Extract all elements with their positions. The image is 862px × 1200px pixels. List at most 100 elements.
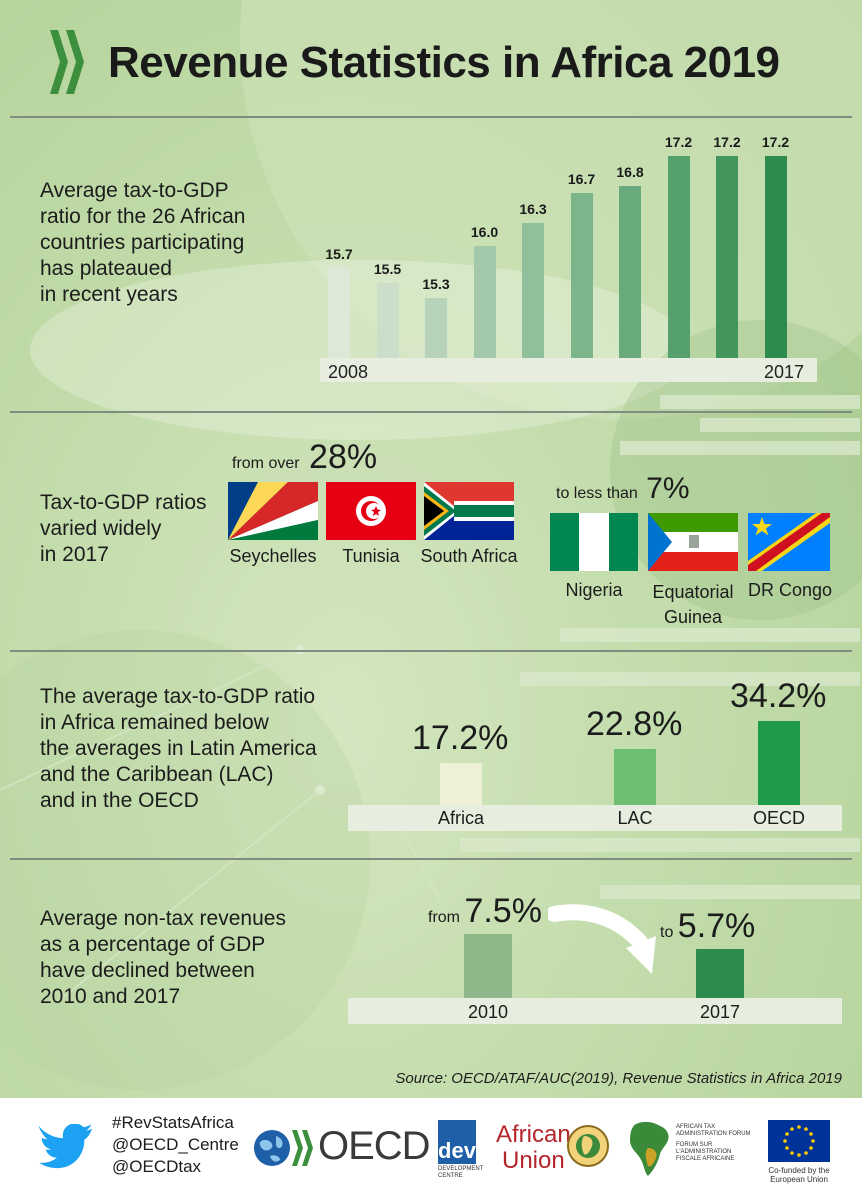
nontax-chart: from 7.5% 2010 to 5.7% 2017 [348,880,842,1022]
oecd-chevrons-logo [50,30,84,94]
high-range: from over 28% [232,438,377,477]
country-label: Nigeria [565,580,623,600]
bar-value-label: 17.2 [664,134,693,150]
comparison-bar-oecd [758,721,800,805]
social-handles: #RevStatsAfrica @OECD_Centre @OECDtax [112,1112,239,1178]
bar-value-label: 17.2 [713,134,741,150]
seychelles-flag [228,482,318,540]
bar-2016 [716,156,738,358]
text-line: ratio for the 26 African [40,205,246,228]
bar-value-label: 16.0 [470,224,499,240]
bar-2010 [425,298,447,358]
bar-2011 [473,246,496,358]
text-line: Average non-tax revenues [40,907,286,930]
low-prefix: to less than [556,485,638,502]
dr-congo-flag [748,513,830,571]
nontax-year: 2010 [467,1002,509,1022]
bar-2017 [764,156,787,358]
high-prefix: from over [232,455,300,472]
nontax-value-to: to 5.7% [660,907,756,945]
eu-caption: Co-funded by the European Union [768,1166,830,1184]
country-label: South Africa [420,546,518,566]
comparison-bar-lac [614,749,656,805]
country-label-line: Equatorial [652,582,734,602]
text-line: countries participating [40,231,245,254]
text-line: in recent years [40,283,178,306]
divider [10,116,852,118]
tax-gdp-bar-chart: 15.7 15.5 15.3 16.0 16.3 16.7 16.8 17.2 17.2 17.2 [320,134,810,358]
bar-value-label: 16.3 [519,201,547,217]
divider [10,411,852,413]
bar-2015 [667,156,690,358]
south-africa-flag [424,482,514,540]
text-line: Tax-to-GDP ratios [40,491,207,514]
hashtag-link[interactable]: #RevStatsAfrica [112,1113,234,1132]
ataf-text: AFRICAN TAX ADMINISTRATION FORUM FORUM S… [676,1124,751,1162]
nontax-year: 2017 [699,1002,741,1022]
start-year: 2008 [328,362,369,382]
country-label-line: Guinea [663,607,723,627]
dev-caption: DEVELOPMENT CENTRE [438,1166,484,1179]
dev-logo-text: dev [438,1138,476,1163]
text-line: in Africa remained below [40,711,269,734]
bar-value-label: 15.3 [422,276,450,292]
low-value: 7% [646,472,690,505]
text-line: has plateaued [40,257,172,280]
country-label: DR Congo [747,580,833,600]
text-line: and the Caribbean (LAC) [40,763,274,786]
eu-flag-icon [768,1120,830,1162]
bar-2008 [328,268,350,358]
text-line: as a percentage of GDP [40,933,266,956]
bar-2013 [570,193,593,358]
footer: #RevStatsAfrica @OECD_Centre @OECDtax OE… [0,1098,862,1200]
comparison-base [348,805,842,831]
text-line: have declined between [40,959,255,982]
nontax-value-from: from 7.5% [428,892,542,930]
nigeria-flag [550,513,638,571]
country-label: Equatorial Guinea [640,580,746,630]
oecd-logo-text: OECD [318,1124,431,1168]
ataf-africa-map-icon [630,1121,669,1176]
year-axis-base [320,358,817,382]
section1-text: Average tax-to-GDP ratio for the 26 Afri… [40,178,310,308]
twitter-icon[interactable] [38,1124,94,1170]
bar-value-label: 17.2 [761,134,790,150]
end-year: 2017 [764,362,805,382]
bar-2012 [522,223,544,358]
comparison-label: LAC [617,808,653,828]
decline-arrow-icon [548,904,656,974]
comparison-value: 34.2% [730,677,827,715]
high-value: 28% [309,438,378,476]
tunisia-flag [326,482,416,540]
oecd-footer-chevrons-icon [292,1130,313,1166]
bar-2009 [376,283,399,358]
text-line: the averages in Latin America [40,737,317,760]
section2-text: Tax-to-GDP ratios varied widely in 2017 [40,490,240,568]
comparison-chart: 17.2% Africa 22.8% LAC 34.2% OECD [348,660,842,828]
equatorial-guinea-flag [648,513,738,571]
divider [10,858,852,860]
country-label: Seychelles [229,546,317,566]
text-line: in 2017 [40,543,109,566]
twitter-handle-link[interactable]: @OECD_Centre [112,1135,239,1154]
twitter-handle-link[interactable]: @OECDtax [112,1157,202,1176]
comparison-value: 17.2% [412,719,509,757]
text-line: The average tax-to-GDP ratio [40,685,316,708]
bar-value-label: 16.8 [616,164,644,180]
nontax-base [348,998,842,1024]
comparison-label: OECD [752,808,805,828]
text-line: and in the OECD [40,789,199,812]
bar-2014 [619,186,641,358]
country-label: Tunisia [342,546,400,566]
low-range: to less than 7% [556,472,690,506]
section4-text: Average non-tax revenues as a percentage… [40,906,340,1010]
page-title: Revenue Statistics in Africa 2019 [108,38,780,87]
dev-centre-logo: dev [438,1120,476,1164]
comparison-bar-africa [440,763,482,805]
text-line: varied widely [40,517,162,540]
bar-value-label: 15.7 [325,246,353,262]
african-union-logo-text: African Union [496,1121,571,1174]
comparison-label: Africa [437,808,484,828]
african-union-emblem-icon [567,1125,609,1167]
